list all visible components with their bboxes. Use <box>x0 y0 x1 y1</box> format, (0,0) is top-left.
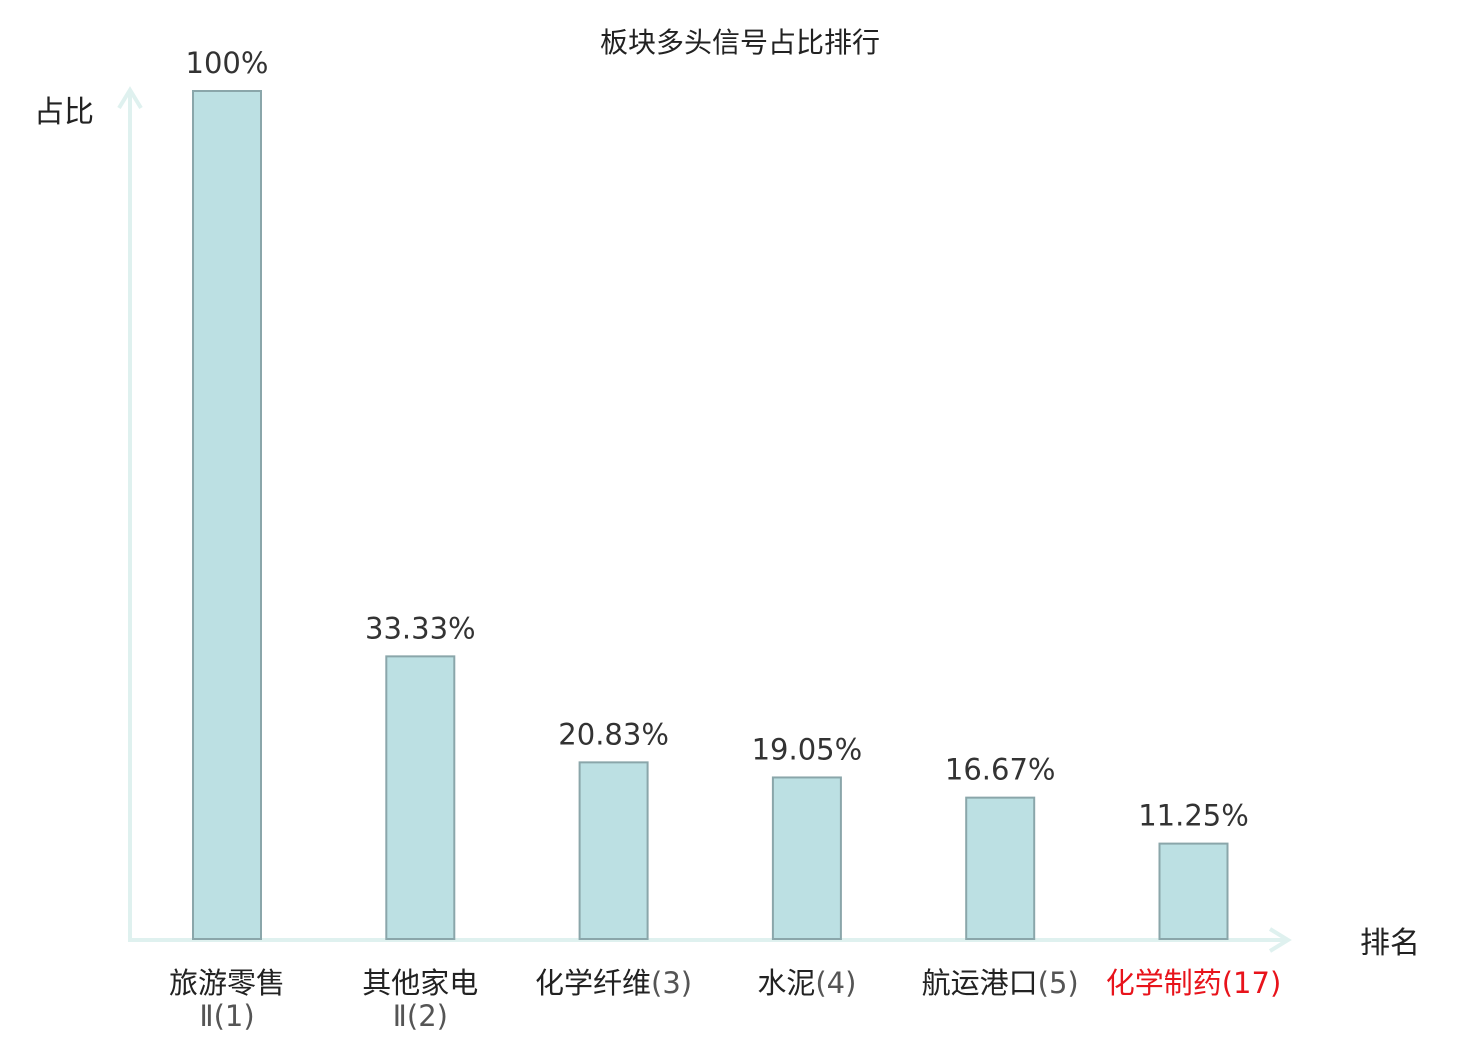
bar <box>192 90 262 940</box>
data-label: 33.33% <box>365 611 476 645</box>
bar <box>965 796 1036 941</box>
bar <box>385 655 456 940</box>
y-axis-label: 占比 <box>34 95 94 130</box>
y-axis-arrow <box>117 86 143 110</box>
value-labels-group: 100% 33.33% 20.83% 19.05% 16.67% 11.25% <box>186 46 1249 833</box>
category-label: 旅游零售 <box>169 966 285 1000</box>
category-rank-label: Ⅱ(1) <box>199 999 254 1033</box>
bar <box>578 761 649 940</box>
category-label: 其他家电 <box>362 966 478 1000</box>
x-axis-label: 排名 <box>1360 926 1420 961</box>
chart-title: 板块多头信号占比排行 <box>600 26 880 59</box>
data-label: 19.05% <box>752 732 863 766</box>
bar <box>1158 842 1229 940</box>
data-label: 11.25% <box>1138 799 1249 833</box>
bar <box>771 776 842 940</box>
bars-group <box>192 90 1229 941</box>
x-axis <box>128 927 1292 953</box>
category-label: 水泥(4) <box>757 966 856 1000</box>
data-label: 20.83% <box>558 717 669 751</box>
y-axis <box>117 86 143 940</box>
data-label: 16.67% <box>945 753 1056 787</box>
data-label: 100% <box>186 46 269 80</box>
category-rank-label: Ⅱ(2) <box>393 999 448 1033</box>
category-label: 航运港口(5) <box>922 966 1079 1000</box>
category-label: 化学制药(17) <box>1106 966 1282 1000</box>
category-label: 化学纤维(3) <box>535 966 692 1000</box>
x-axis-arrow <box>1268 927 1292 953</box>
